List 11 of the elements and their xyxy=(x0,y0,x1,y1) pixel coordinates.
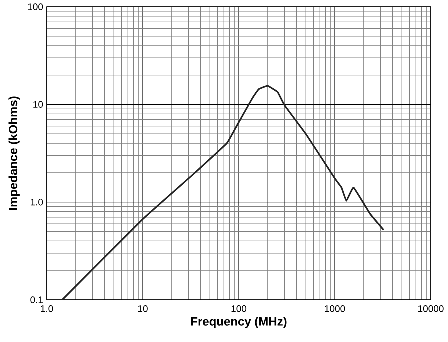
y-tick-label: 100 xyxy=(28,4,44,10)
y-tick-label: 1.0 xyxy=(30,198,44,206)
y-tick-label: 0.1 xyxy=(30,296,44,304)
y-axis-title: Impedance (kOhms) xyxy=(8,96,20,210)
x-tick-label: 100 xyxy=(232,306,247,312)
x-tick-label: 10 xyxy=(138,306,148,312)
x-tick-label: 1000 xyxy=(325,306,346,312)
x-tick-label: 1.0 xyxy=(41,306,54,312)
x-tick-label: 10000 xyxy=(418,306,444,312)
x-axis-title: Frequency (MHz) xyxy=(191,317,287,328)
y-tick-label: 10 xyxy=(34,101,44,108)
